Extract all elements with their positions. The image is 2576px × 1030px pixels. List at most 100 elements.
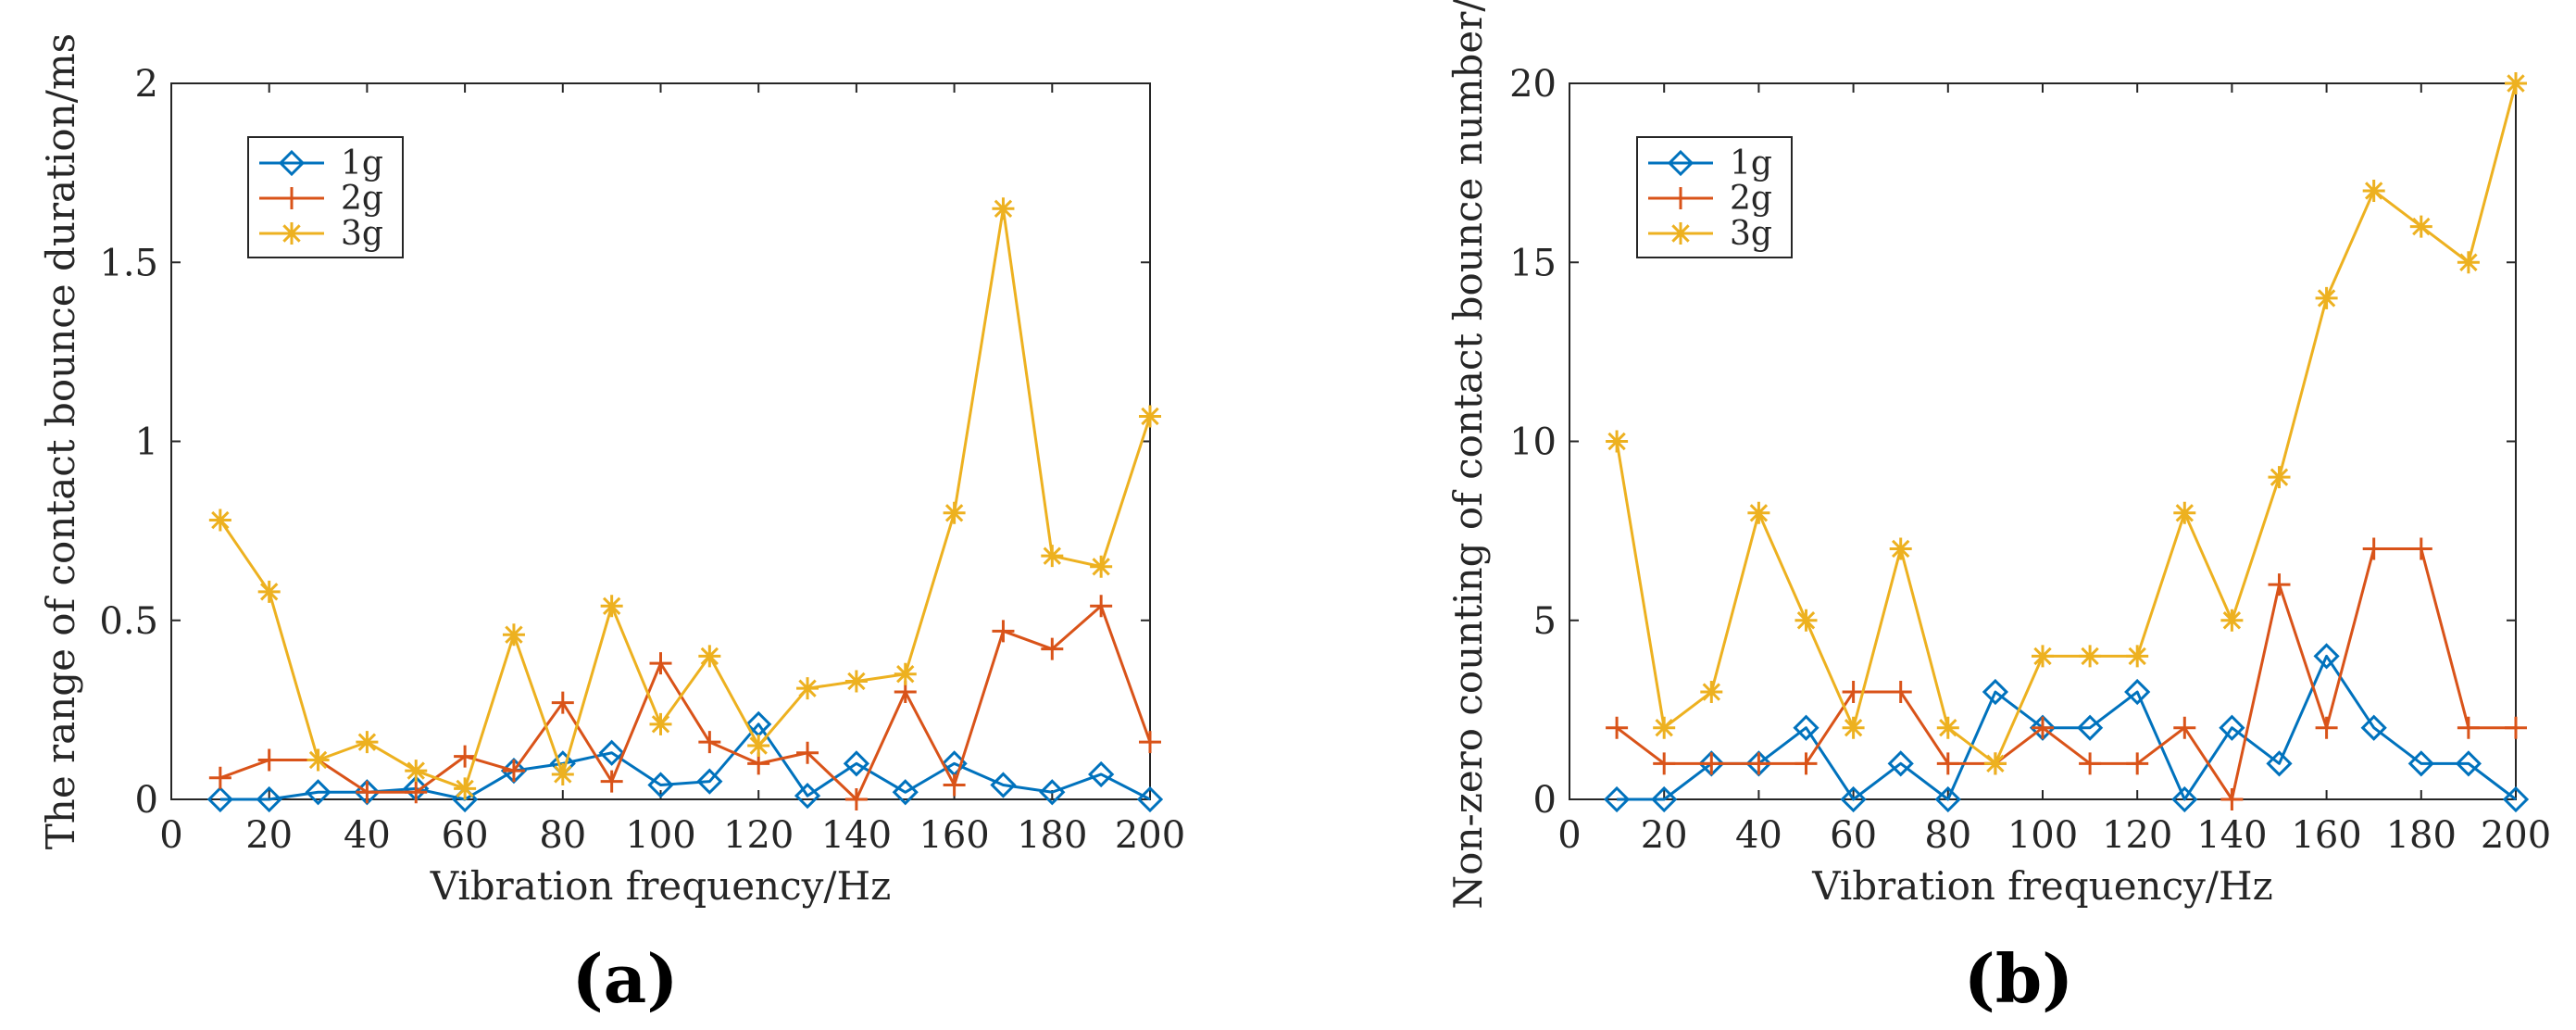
data-point [405, 781, 428, 804]
data-point [1653, 752, 1676, 775]
x-tick-label: 120 [2102, 814, 2172, 857]
data-point [894, 662, 917, 685]
data-point [2407, 750, 2434, 777]
data-point [698, 731, 721, 754]
data-point [2079, 645, 2102, 668]
data-point [2173, 501, 2196, 524]
data-point [551, 762, 574, 785]
legend-entry: 2g [341, 180, 383, 218]
x-tick-label: 180 [1017, 814, 1087, 857]
data-point [844, 670, 868, 693]
data-point [2219, 714, 2245, 741]
legend-marker [278, 149, 306, 177]
data-point [747, 735, 770, 758]
data-point [2126, 645, 2149, 668]
data-point [2362, 179, 2385, 202]
chart-b: 0 20 40 60 80 100 120 140 160 180 200 0 5 10 15 20 Vibra… [1445, 0, 2551, 910]
data-point [2126, 752, 2149, 775]
legend-entry: 3g [341, 215, 383, 253]
data-point [1840, 785, 1867, 813]
data-point [1887, 750, 1914, 777]
data-point [2220, 788, 2244, 810]
data-point [2268, 573, 2291, 597]
data-point [208, 766, 231, 789]
data-point [1794, 752, 1818, 775]
data-point [2268, 466, 2291, 489]
series-3g [1606, 72, 2527, 775]
y-axis-label: Non-zero counting of contact bounce numb… [1445, 0, 1491, 910]
series-line [219, 207, 1152, 790]
data-point [598, 739, 625, 766]
data-point [2076, 714, 2104, 741]
data-point [1700, 681, 1723, 704]
data-point [306, 748, 330, 772]
data-point [696, 768, 723, 795]
data-point [1606, 430, 1629, 453]
data-point [1041, 545, 1064, 568]
x-tick-label: 100 [625, 814, 695, 857]
x-tick-label: 0 [1557, 814, 1581, 857]
legend-marker [281, 222, 303, 245]
panel-label-b-text: (b) [1964, 939, 2073, 1018]
data-point [1603, 785, 1631, 813]
series-1g [1603, 643, 2530, 813]
data-point [2032, 645, 2054, 668]
data-point [2171, 785, 2198, 813]
data-point [2315, 716, 2338, 739]
x-tick-label: 80 [539, 814, 586, 857]
data-point [1700, 752, 1723, 775]
data-point [356, 781, 379, 804]
data-point [1982, 678, 2009, 706]
data-point [1651, 785, 1678, 813]
data-point [1136, 785, 1164, 813]
data-point [1936, 716, 1959, 739]
data-point [206, 785, 233, 813]
data-point [943, 501, 966, 524]
data-point [796, 741, 819, 764]
data-point [257, 748, 281, 772]
y-tick-label: 0 [1533, 779, 1557, 822]
data-point [2313, 643, 2340, 670]
data-point [2502, 785, 2530, 813]
x-tick-label: 60 [442, 814, 489, 857]
legend-marker [281, 187, 303, 209]
data-point [600, 770, 623, 793]
data-point [1139, 731, 1161, 754]
data-point [2266, 750, 2293, 777]
data-point [1889, 681, 1912, 704]
data-point [1039, 779, 1066, 806]
data-point [2315, 286, 2338, 309]
data-point [2032, 716, 2054, 739]
data-point [1794, 609, 1818, 632]
data-point [843, 750, 870, 777]
x-axis-label: Vibration frequency/Hz [1811, 863, 2273, 909]
data-point [2173, 716, 2196, 739]
x-tick-label: 180 [2386, 814, 2457, 857]
data-point [1653, 716, 1676, 739]
series-line [1615, 82, 2518, 765]
data-point [794, 783, 821, 810]
data-point [1936, 752, 1959, 775]
data-point [2505, 72, 2527, 94]
data-point [1842, 716, 1865, 739]
data-point [208, 509, 231, 532]
series-3g [208, 197, 1161, 800]
data-point [892, 779, 919, 806]
data-point [502, 760, 525, 783]
legend-entry: 2g [1730, 180, 1772, 218]
x-tick-label: 80 [1924, 814, 1971, 857]
data-point [1041, 637, 1064, 660]
data-point [943, 773, 966, 797]
x-tick-label: 140 [2196, 814, 2267, 857]
y-tick-label: 1.5 [99, 242, 158, 284]
x-tick-label: 160 [2291, 814, 2361, 857]
data-point [1606, 716, 1629, 739]
y-tick-label: 0.5 [99, 600, 158, 643]
data-point [1983, 752, 2007, 775]
data-point [649, 712, 672, 735]
data-point [2079, 752, 2102, 775]
panel-label-b: (b) [1964, 939, 2073, 1018]
data-point [992, 197, 1015, 220]
